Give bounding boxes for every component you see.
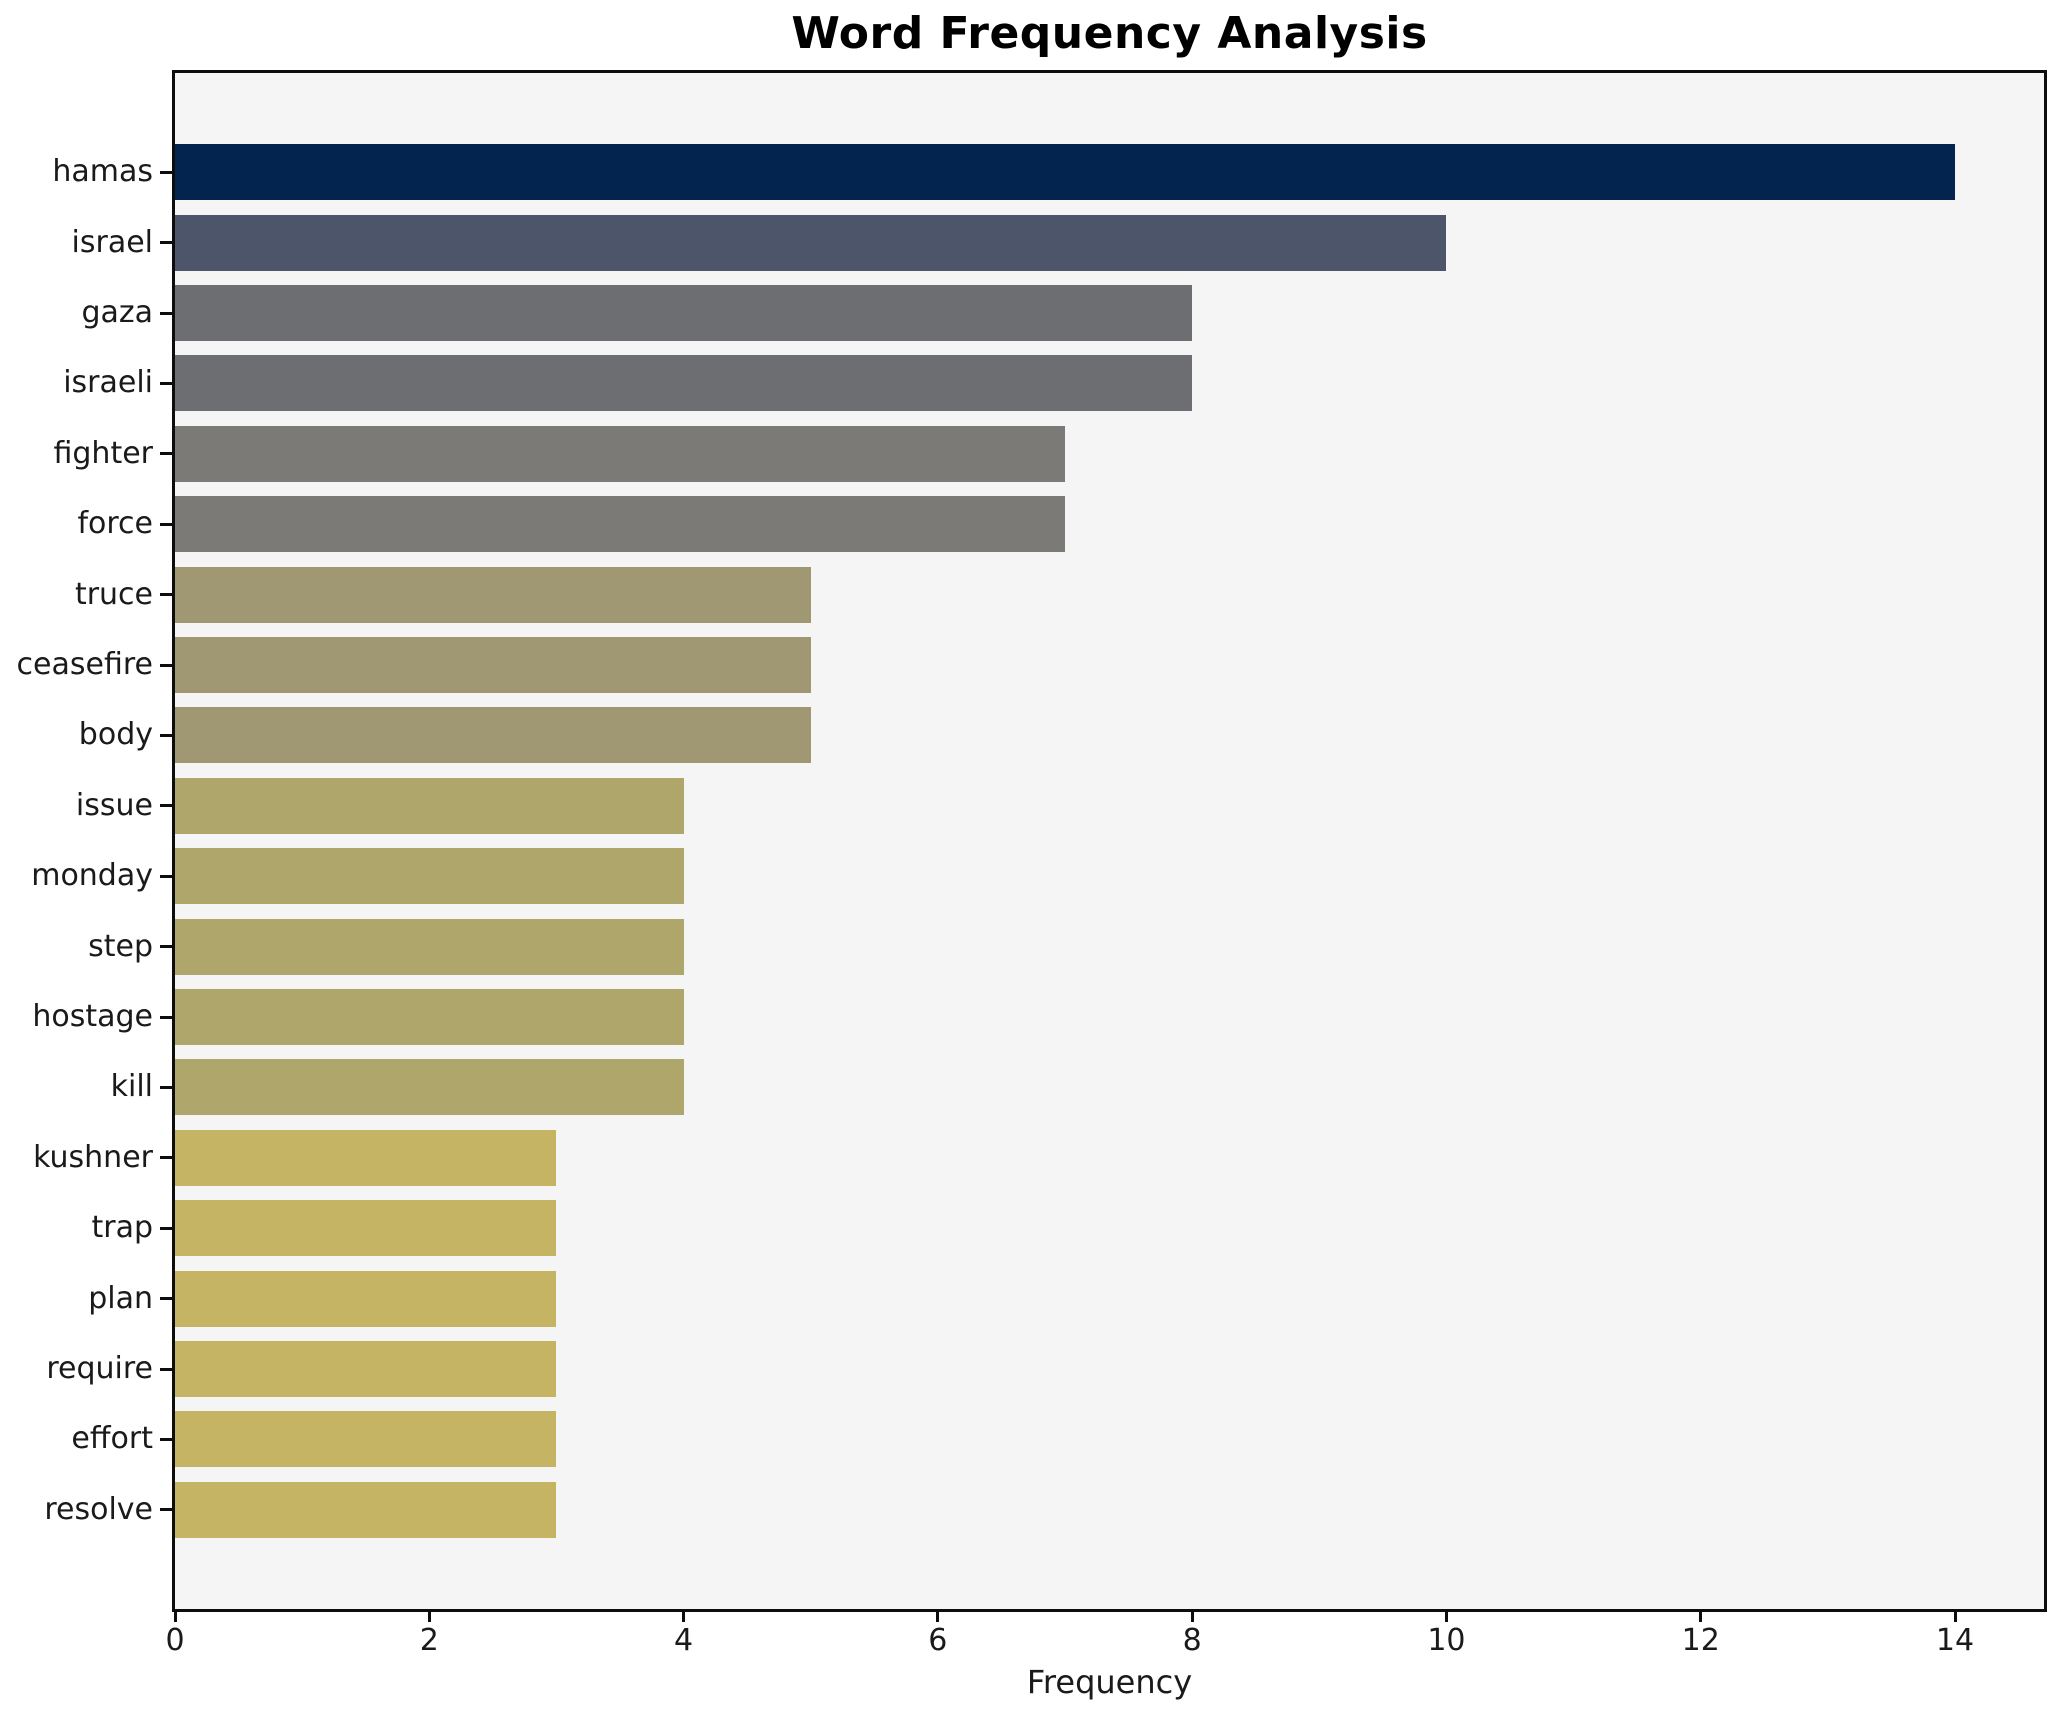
bar-hostage bbox=[175, 989, 684, 1045]
y-tick-label-ceasefire: ceasefire bbox=[16, 647, 153, 682]
y-tick-label-trap: trap bbox=[91, 1210, 153, 1246]
bar-gaza bbox=[175, 285, 1193, 341]
y-tick-label-israeli: israeli bbox=[63, 365, 153, 401]
bar-effort bbox=[175, 1411, 557, 1468]
plot-area bbox=[172, 70, 2047, 1612]
y-tick-mark bbox=[160, 170, 172, 174]
x-tick-mark bbox=[1699, 1612, 1703, 1622]
y-tick-mark bbox=[160, 1508, 172, 1512]
x-tick-label-4: 4 bbox=[674, 1623, 694, 1658]
y-tick-mark bbox=[160, 522, 172, 526]
x-tick-mark bbox=[936, 1612, 940, 1622]
x-tick-mark bbox=[173, 1612, 177, 1622]
y-tick-label-require: require bbox=[46, 1351, 153, 1386]
x-tick-mark bbox=[1444, 1612, 1448, 1622]
bar-kill bbox=[175, 1059, 684, 1116]
bar-step bbox=[175, 918, 684, 975]
bar-issue bbox=[175, 777, 684, 834]
y-tick-mark bbox=[160, 1015, 172, 1019]
bar-plan bbox=[175, 1270, 557, 1327]
bar-require bbox=[175, 1341, 557, 1397]
y-tick-label-truce: truce bbox=[74, 576, 153, 612]
x-tick-label-14: 14 bbox=[1935, 1623, 1975, 1658]
y-tick-label-fighter: fighter bbox=[53, 435, 153, 471]
bar-monday bbox=[175, 848, 684, 905]
y-tick-mark bbox=[160, 1156, 172, 1160]
y-tick-mark bbox=[160, 804, 172, 808]
y-tick-mark bbox=[160, 663, 172, 667]
y-tick-mark bbox=[160, 311, 172, 315]
y-tick-label-monday: monday bbox=[31, 858, 153, 894]
bar-ceasefire bbox=[175, 637, 811, 693]
y-tick-label-issue: issue bbox=[75, 787, 153, 823]
y-tick-mark bbox=[160, 1297, 172, 1301]
y-tick-label-force: force bbox=[77, 506, 153, 542]
y-tick-mark bbox=[160, 241, 172, 245]
bar-truce bbox=[175, 566, 811, 623]
bar-israeli bbox=[175, 355, 1193, 412]
y-tick-label-plan: plan bbox=[88, 1280, 153, 1316]
y-tick-label-resolve: resolve bbox=[44, 1491, 153, 1527]
bar-kushner bbox=[175, 1129, 557, 1186]
y-tick-label-hostage: hostage bbox=[32, 999, 153, 1034]
x-tick-label-0: 0 bbox=[165, 1623, 185, 1658]
y-tick-mark bbox=[160, 593, 172, 597]
y-tick-mark bbox=[160, 733, 172, 737]
x-tick-label-8: 8 bbox=[1182, 1623, 1202, 1658]
bar-resolve bbox=[175, 1481, 557, 1538]
y-tick-label-effort: effort bbox=[71, 1421, 153, 1457]
y-tick-mark bbox=[160, 1437, 172, 1441]
x-tick-label-10: 10 bbox=[1427, 1623, 1466, 1658]
chart-title: Word Frequency Analysis bbox=[791, 8, 1428, 59]
x-tick-mark bbox=[682, 1612, 686, 1622]
x-tick-mark bbox=[1190, 1612, 1194, 1622]
x-tick-label-2: 2 bbox=[419, 1623, 439, 1658]
bar-body bbox=[175, 707, 811, 764]
bar-hamas bbox=[175, 144, 1955, 201]
x-tick-mark bbox=[1953, 1612, 1957, 1622]
y-tick-mark bbox=[160, 874, 172, 878]
x-axis-title: Frequency bbox=[1026, 1663, 1193, 1701]
y-tick-label-body: body bbox=[78, 717, 153, 753]
y-tick-label-hamas: hamas bbox=[52, 154, 153, 190]
y-tick-mark bbox=[160, 1367, 172, 1371]
x-tick-label-12: 12 bbox=[1681, 1623, 1720, 1658]
y-tick-mark bbox=[160, 1226, 172, 1230]
y-tick-mark bbox=[160, 452, 172, 456]
y-tick-label-step: step bbox=[88, 928, 153, 964]
y-tick-mark bbox=[160, 1085, 172, 1089]
y-tick-mark bbox=[160, 945, 172, 949]
bar-israel bbox=[175, 214, 1447, 271]
y-tick-label-gaza: gaza bbox=[81, 295, 153, 330]
bar-trap bbox=[175, 1200, 557, 1257]
y-tick-mark bbox=[160, 381, 172, 385]
y-tick-label-kill: kill bbox=[110, 1069, 153, 1105]
bar-fighter bbox=[175, 425, 1065, 482]
bar-force bbox=[175, 496, 1065, 553]
y-tick-label-israel: israel bbox=[71, 224, 153, 260]
x-tick-label-6: 6 bbox=[928, 1623, 948, 1658]
y-tick-label-kushner: kushner bbox=[33, 1139, 153, 1175]
x-tick-mark bbox=[427, 1612, 431, 1622]
